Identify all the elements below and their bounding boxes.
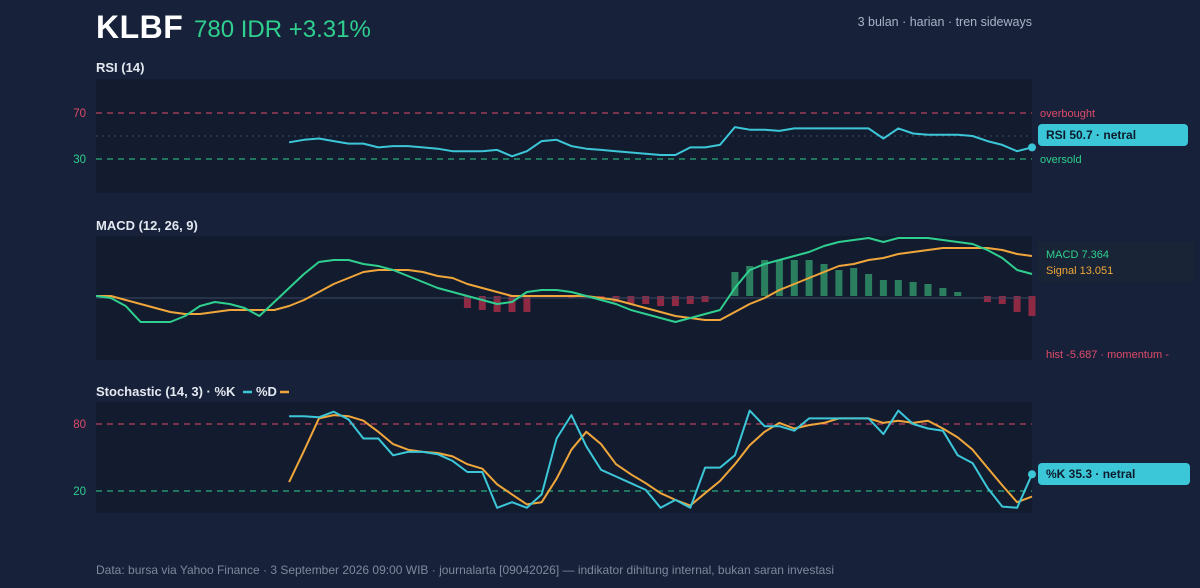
stoch-k-series-line bbox=[289, 409, 1033, 509]
stoch-d-legend-label: %D bbox=[256, 384, 277, 399]
macd-histogram-bar bbox=[983, 296, 991, 302]
macd-histogram-bar bbox=[850, 268, 858, 296]
macd-histogram-bar bbox=[954, 292, 962, 296]
rsi-badge bbox=[1038, 124, 1188, 146]
macd-histogram-bar bbox=[761, 260, 769, 296]
rsi-title: RSI (14) bbox=[96, 60, 144, 75]
stoch-k-last-point bbox=[1028, 470, 1036, 479]
stoch-badge-text: %K 35.3 · netral bbox=[1046, 467, 1135, 481]
macd-histogram-bar bbox=[642, 296, 650, 304]
macd-histogram-bar bbox=[746, 266, 754, 296]
macd-histogram-bar bbox=[731, 272, 739, 296]
signal-series-line bbox=[96, 247, 1033, 321]
chart-meta: 3 bulan · harian · tren sideways bbox=[857, 15, 1032, 29]
hist-value-label: hist -5.687 · momentum - bbox=[1046, 349, 1169, 361]
macd-histogram-bar bbox=[671, 296, 679, 306]
macd-histogram-bar bbox=[894, 280, 902, 296]
data-source-footer: Data: bursa via Yahoo Finance · 3 Septem… bbox=[96, 563, 834, 577]
macd-histogram-bar bbox=[998, 296, 1006, 304]
rsi-panel: RSI (14) 70 30 overbought oversold RSI 5… bbox=[73, 60, 1188, 193]
macd-histogram-bar bbox=[701, 296, 709, 302]
macd-histogram bbox=[463, 260, 1036, 316]
macd-histogram-bar bbox=[686, 296, 694, 304]
macd-histogram-bar bbox=[835, 270, 843, 296]
macd-series-line bbox=[95, 237, 1033, 323]
rsi-tick-30: 30 bbox=[73, 154, 86, 166]
macd-legend-box bbox=[1038, 242, 1194, 282]
macd-histogram-bar bbox=[508, 296, 516, 312]
macd-histogram-bar bbox=[463, 296, 471, 308]
macd-value-label: MACD 7.364 bbox=[1046, 249, 1109, 261]
price-change: 780 IDR +3.31% bbox=[194, 16, 371, 43]
macd-histogram-bar bbox=[865, 274, 873, 296]
rsi-last-point bbox=[1028, 143, 1036, 152]
macd-histogram-bar bbox=[820, 264, 828, 296]
stoch-d-series-line bbox=[288, 414, 1033, 507]
macd-histogram-bar bbox=[939, 288, 947, 296]
macd-histogram-bar bbox=[924, 284, 932, 296]
macd-histogram-bar bbox=[657, 296, 665, 306]
stoch-badge bbox=[1038, 463, 1190, 485]
macd-histogram-bar bbox=[478, 296, 486, 310]
stoch-tick-80: 80 bbox=[73, 419, 86, 431]
rsi-badge-text: RSI 50.7 · netral bbox=[1046, 128, 1136, 142]
rsi-series-line bbox=[288, 126, 1033, 158]
macd-histogram-bar bbox=[1028, 296, 1036, 316]
macd-histogram-bar bbox=[523, 296, 531, 312]
macd-title: MACD (12, 26, 9) bbox=[96, 218, 198, 233]
macd-histogram-bar bbox=[790, 260, 798, 296]
signal-value-label: Signal 13.051 bbox=[1046, 265, 1113, 277]
macd-histogram-bar bbox=[879, 280, 887, 296]
stochastic-panel: Stochastic (14, 3) · %K %D 80 20 %K 35.3… bbox=[73, 384, 1190, 513]
macd-histogram-bar bbox=[775, 260, 783, 296]
macd-histogram-bar bbox=[909, 282, 917, 296]
stoch-tick-20: 20 bbox=[73, 486, 86, 498]
macd-histogram-bar bbox=[627, 296, 635, 304]
macd-histogram-bar bbox=[1013, 296, 1021, 312]
stoch-plot-area bbox=[96, 402, 1032, 513]
macd-panel: MACD (12, 26, 9) MACD 7.364 Signal 13.05… bbox=[95, 218, 1194, 361]
rsi-overbought-label: overbought bbox=[1040, 108, 1095, 120]
stoch-title: Stochastic (14, 3) · %K bbox=[96, 384, 236, 399]
ticker-symbol: KLBF bbox=[96, 9, 184, 45]
rsi-tick-70: 70 bbox=[73, 108, 86, 120]
rsi-oversold-label: oversold bbox=[1040, 154, 1082, 166]
